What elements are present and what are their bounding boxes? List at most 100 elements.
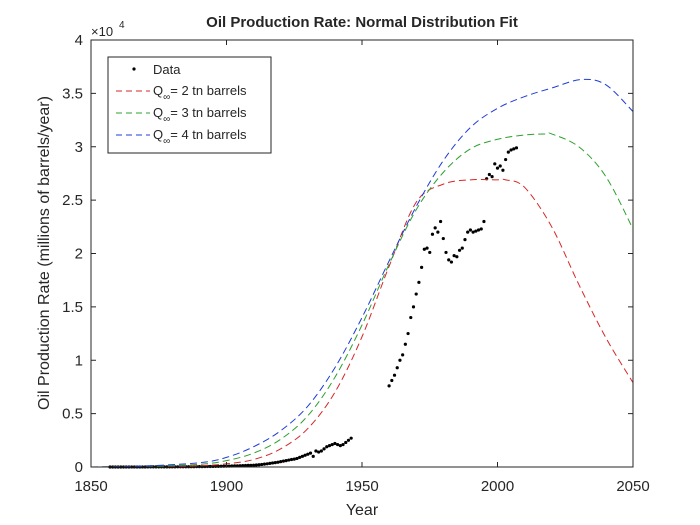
legend-label-q4-prefix: Q xyxy=(153,127,163,142)
data-point xyxy=(317,450,321,454)
data-point xyxy=(295,456,299,461)
y-tick-label: 0.5 xyxy=(62,406,83,423)
legend-label-q3-prefix: Q xyxy=(153,105,163,120)
data-point xyxy=(501,168,505,172)
data-point xyxy=(319,449,323,453)
legend-item-q4: Q∞= 4 tn barrels xyxy=(116,127,247,147)
data-point xyxy=(403,342,407,346)
data-point xyxy=(287,458,291,462)
data-point xyxy=(341,442,345,447)
data-point xyxy=(444,250,448,255)
data-point xyxy=(390,378,394,383)
legend-item-data: Data xyxy=(132,62,181,77)
data-point xyxy=(387,384,391,388)
y-multiplier-label: ×10 4 xyxy=(91,20,125,39)
legend: Data Q∞= 2 tn barrels Q∞= 3 tn barrels Q… xyxy=(107,56,272,154)
data-point xyxy=(338,444,342,448)
data-point xyxy=(430,232,435,236)
data-point xyxy=(495,166,500,170)
y-tick-label: 0 xyxy=(75,459,83,476)
data-point xyxy=(460,246,464,250)
data-point xyxy=(449,260,454,264)
data-point xyxy=(322,447,326,451)
axes: 1850 1900 1950 2000 2050 0 0.5 1 1.5 2 2.5 3 3.5 4 xyxy=(62,32,650,495)
data-point xyxy=(455,255,459,259)
legend-label-q3-suffix: = 3 tn barrels xyxy=(170,105,247,120)
y-tick-label: 1.5 xyxy=(62,299,83,316)
data-point xyxy=(346,438,351,442)
legend-marker-data xyxy=(132,67,136,71)
x-tick-label: 2050 xyxy=(616,478,649,495)
data-point xyxy=(243,463,248,468)
data-point xyxy=(504,157,508,162)
legend-label-q2-sub: ∞ xyxy=(163,92,170,103)
legend-label-q4-suffix: = 4 tn barrels xyxy=(170,127,247,142)
y-tick-label: 3 xyxy=(75,139,83,156)
data-point xyxy=(292,457,296,461)
legend-label-q2-prefix: Q xyxy=(153,83,163,98)
data-point xyxy=(344,440,348,445)
data-point xyxy=(471,230,475,234)
data-point xyxy=(241,464,245,468)
data-point xyxy=(298,455,302,459)
data-point xyxy=(411,305,416,309)
data-point xyxy=(422,247,426,251)
data-point xyxy=(257,463,261,467)
data-point xyxy=(487,172,491,177)
data-point xyxy=(509,148,513,152)
data-point xyxy=(398,358,402,362)
legend-label-data: Data xyxy=(153,62,181,77)
data-point xyxy=(395,366,399,370)
data-point xyxy=(506,150,510,154)
legend-label-q3-sub: ∞ xyxy=(163,114,170,125)
data-point xyxy=(300,454,304,458)
data-point xyxy=(428,250,432,255)
y-axis-label: Oil Production Rate (millions of barrels… xyxy=(36,96,53,410)
data-point xyxy=(512,147,516,151)
data-point xyxy=(281,459,286,463)
y-multiplier-base: ×10 xyxy=(91,24,113,39)
data-point xyxy=(260,462,264,467)
data-point xyxy=(463,238,467,242)
data-point xyxy=(409,315,413,320)
legend-label-q4-sub: ∞ xyxy=(163,136,170,147)
data-point xyxy=(436,230,440,234)
data-point xyxy=(273,461,277,465)
data-point xyxy=(514,146,519,150)
data-point xyxy=(303,453,307,457)
data-point xyxy=(308,451,313,455)
data-point xyxy=(441,236,445,241)
legend-label-q2-suffix: = 2 tn barrels xyxy=(170,83,247,98)
plot-area xyxy=(90,78,634,469)
data-point xyxy=(330,442,334,447)
data-point xyxy=(498,164,502,168)
data-point xyxy=(452,254,456,258)
data-point xyxy=(325,445,329,449)
legend-item-q2: Q∞= 2 tn barrels xyxy=(116,83,247,103)
data-point xyxy=(447,258,451,262)
data-point xyxy=(479,227,483,231)
data-point xyxy=(333,441,337,446)
data-point xyxy=(433,226,437,230)
y-multiplier-exponent: 4 xyxy=(119,20,125,31)
x-tick-label: 1850 xyxy=(74,478,107,495)
legend-item-q3: Q∞= 3 tn barrels xyxy=(116,105,247,125)
legend-label-q4: Q∞= 4 tn barrels xyxy=(153,127,247,147)
y-tick-label: 2 xyxy=(75,246,83,263)
y-tick-label: 1 xyxy=(75,352,83,369)
x-tick-label: 1950 xyxy=(345,478,378,495)
x-axis-label: Year xyxy=(346,502,379,519)
data-point xyxy=(289,457,294,462)
y-tick-label: 3.5 xyxy=(62,85,83,102)
data-point xyxy=(268,461,272,465)
data-point xyxy=(392,373,397,377)
data-point xyxy=(417,280,421,284)
x-tick-label: 1900 xyxy=(210,478,243,495)
data-point xyxy=(327,444,332,448)
legend-label-q3: Q∞= 3 tn barrels xyxy=(153,105,247,125)
series-line-1 xyxy=(90,178,634,468)
data-point xyxy=(284,459,288,463)
data-point xyxy=(466,230,470,234)
